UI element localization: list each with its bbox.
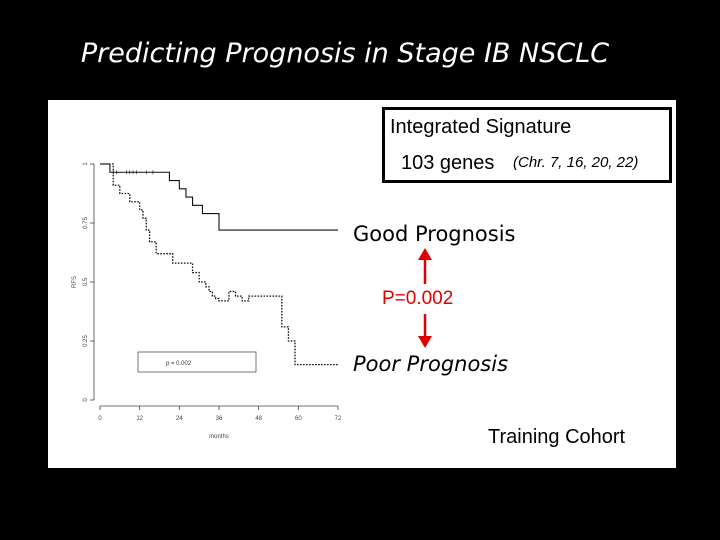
y-tick-label: 0.75: [83, 217, 89, 229]
x-tick-label: 24: [176, 416, 183, 422]
legend-box: [137, 351, 257, 373]
p-value-label: P=0.002: [382, 288, 454, 309]
slide-title: Predicting Prognosis in Stage IB NSCLC: [80, 38, 610, 69]
x-tick-label: 48: [255, 416, 262, 422]
training-cohort-label: Training Cohort: [488, 426, 626, 448]
x-tick-label: 72: [335, 416, 342, 422]
x-tick-label: 0: [98, 416, 102, 422]
prognosis-arrows: [418, 248, 432, 348]
figure-panel: 0 0.25 0.5 0.75 1 RFS 0 12 24 36 48 60 72 months p = …: [48, 100, 676, 468]
signature-genes: 103 genes: [401, 152, 495, 174]
chart-legend: p = 0.002: [137, 351, 257, 373]
signature-chromosomes: (Chr. 7, 16, 20, 22): [513, 154, 639, 171]
arrow-up-head: [418, 248, 432, 260]
poor-prognosis-curve: [100, 163, 338, 366]
good-prognosis-label: Good Prognosis: [353, 222, 516, 246]
y-tick-label: 0: [83, 398, 89, 402]
x-tick-label: 12: [136, 416, 143, 422]
chart-curves: [100, 163, 338, 366]
kaplan-meier-chart: 0 0.25 0.5 0.75 1 RFS 0 12 24 36 48 60 72 months p = …: [72, 162, 342, 440]
x-tick-label: 36: [216, 416, 223, 422]
poor-prognosis-label: Poor Prognosis: [353, 352, 509, 376]
y-tick-label: 0.25: [83, 335, 89, 347]
y-tick-label: 1: [83, 162, 89, 166]
good-prognosis-curve: [100, 163, 338, 231]
y-axis-label: RFS: [72, 276, 78, 288]
signature-box: Integrated Signature 103 genes (Chr. 7, …: [382, 107, 672, 183]
y-tick-label: 0.5: [83, 277, 89, 286]
arrow-down-head: [418, 336, 432, 348]
x-axis-label: months: [209, 434, 229, 440]
signature-title: Integrated Signature: [390, 116, 572, 138]
chart-axes: 0 0.25 0.5 0.75 1 RFS 0 12 24 36 48 60 72 months: [72, 162, 342, 440]
x-tick-label: 60: [295, 416, 302, 422]
legend-text: p = 0.002: [166, 361, 192, 367]
